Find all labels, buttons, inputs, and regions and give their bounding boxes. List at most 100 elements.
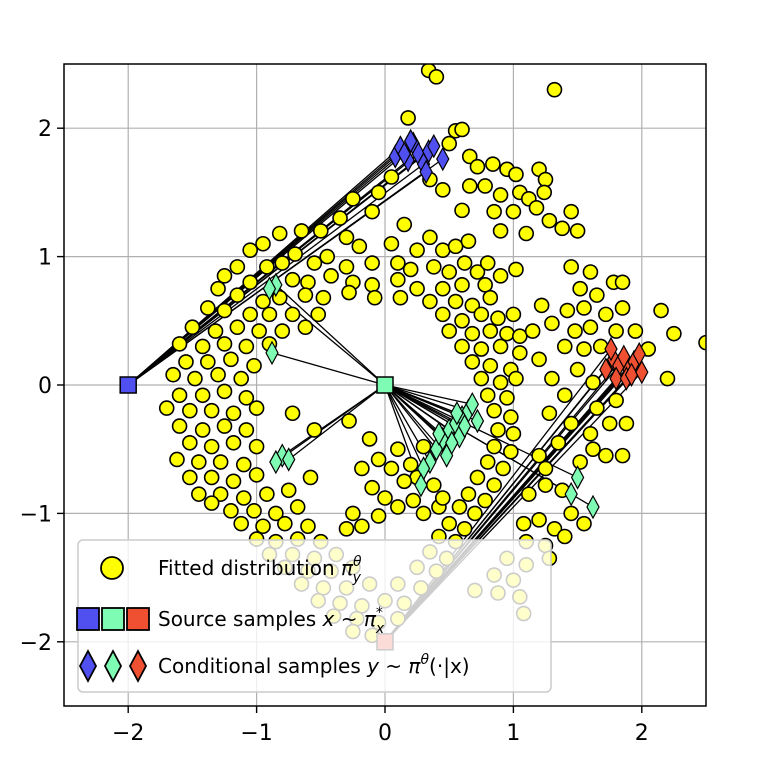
- fitted-point: [482, 357, 499, 374]
- y-tick-label: 0: [38, 374, 52, 399]
- fitted-point: [563, 415, 579, 432]
- fitted-point: [293, 223, 310, 239]
- fitted-point: [582, 264, 599, 280]
- fitted-point: [460, 486, 477, 502]
- fitted-point: [338, 521, 355, 537]
- conditional-samples: [262, 128, 649, 520]
- fitted-point: [203, 469, 220, 486]
- fitted-point: [618, 415, 635, 432]
- fitted-point: [248, 467, 265, 483]
- fitted-point: [524, 323, 541, 339]
- fitted-point: [284, 271, 301, 288]
- fitted-point: [521, 486, 537, 502]
- fitted-point: [169, 451, 185, 468]
- fitted-point: [194, 422, 211, 438]
- fitted-point: [364, 479, 380, 496]
- fitted-point: [255, 518, 271, 535]
- fitted-point: [482, 289, 499, 306]
- fitted-point: [608, 323, 624, 339]
- fitted-point: [383, 235, 400, 252]
- fitted-point: [341, 284, 357, 301]
- fitted-point: [284, 306, 301, 323]
- fitted-point: [576, 515, 592, 532]
- fitted-point: [165, 366, 181, 383]
- fitted-point: [351, 238, 368, 255]
- fitted-point: [469, 264, 486, 280]
- x-tick-label: −1: [240, 721, 272, 746]
- conditional-sample-1: [262, 276, 277, 301]
- fitted-point: [203, 438, 220, 455]
- fitted-point: [434, 490, 451, 506]
- fitted-point: [537, 460, 554, 477]
- fitted-point: [216, 268, 233, 284]
- legend-fitted-label: Fitted distribution πθ y: [158, 554, 362, 586]
- fitted-point: [467, 505, 483, 522]
- legend-source-label: Source samples x ~ π* x: [158, 605, 385, 637]
- fitted-point: [212, 454, 229, 470]
- fitted-point: [546, 521, 563, 537]
- legend-fitted-marker: [100, 556, 124, 580]
- fitted-point: [216, 383, 233, 400]
- fitted-point: [182, 402, 198, 419]
- x-tick-label: 0: [378, 721, 392, 746]
- conditional-sample-1: [586, 494, 600, 520]
- fitted-point: [492, 223, 509, 239]
- fitted-point: [454, 338, 470, 355]
- fitted-point: [207, 323, 224, 339]
- fitted-point: [614, 300, 631, 316]
- fitted-point: [598, 447, 614, 464]
- conditional-sample-1: [570, 465, 585, 490]
- fitted-point: [323, 268, 339, 284]
- fitted-point: [383, 169, 400, 185]
- fitted-point: [182, 434, 198, 451]
- fitted-point: [461, 148, 478, 165]
- fitted-point: [300, 518, 316, 535]
- fitted-point: [171, 336, 188, 352]
- fitted-point: [505, 306, 522, 323]
- fitted-point: [302, 469, 319, 486]
- fitted-point: [569, 361, 586, 378]
- fitted-point: [608, 392, 624, 409]
- conditional-sample-1: [445, 430, 459, 456]
- fitted-point: [246, 503, 262, 519]
- fitted-point: [508, 370, 524, 387]
- fitted-point: [383, 460, 400, 477]
- fitted-point: [556, 338, 573, 355]
- fitted-point: [312, 223, 329, 239]
- fitted-point: [698, 334, 706, 351]
- conditional-sample-0: [427, 133, 441, 159]
- fitted-point: [409, 280, 425, 297]
- fitted-point: [563, 203, 579, 220]
- fitted-point: [225, 405, 242, 422]
- fitted-point: [191, 454, 207, 470]
- fitted-point: [515, 515, 532, 532]
- fitted-point: [409, 242, 425, 258]
- fitted-point: [238, 390, 255, 406]
- fitted-point: [563, 505, 579, 522]
- fitted-point: [541, 405, 558, 422]
- fitted-point: [585, 441, 601, 458]
- fitted-point: [490, 310, 506, 327]
- fitted-point: [533, 297, 550, 314]
- fitted-point: [338, 229, 355, 246]
- source-sample-1: [376, 376, 394, 394]
- fitted-point: [659, 370, 676, 387]
- source-sample-0: [119, 376, 137, 394]
- fitted-point: [191, 486, 207, 502]
- fitted-point: [203, 402, 220, 419]
- fitted-point: [563, 259, 579, 275]
- fitted-point: [503, 409, 519, 425]
- fitted-point: [289, 499, 306, 515]
- fitted-point: [171, 418, 188, 434]
- fitted-point: [242, 274, 258, 291]
- x-tick-label: 2: [635, 721, 649, 746]
- fitted-point: [576, 341, 592, 357]
- fitted-point: [495, 460, 511, 477]
- fitted-point: [390, 271, 406, 288]
- transport-line-1-21: [275, 384, 386, 463]
- fitted-point: [666, 325, 682, 342]
- fitted-point: [345, 505, 361, 522]
- fitted-point: [576, 300, 592, 316]
- fitted-point: [306, 422, 323, 438]
